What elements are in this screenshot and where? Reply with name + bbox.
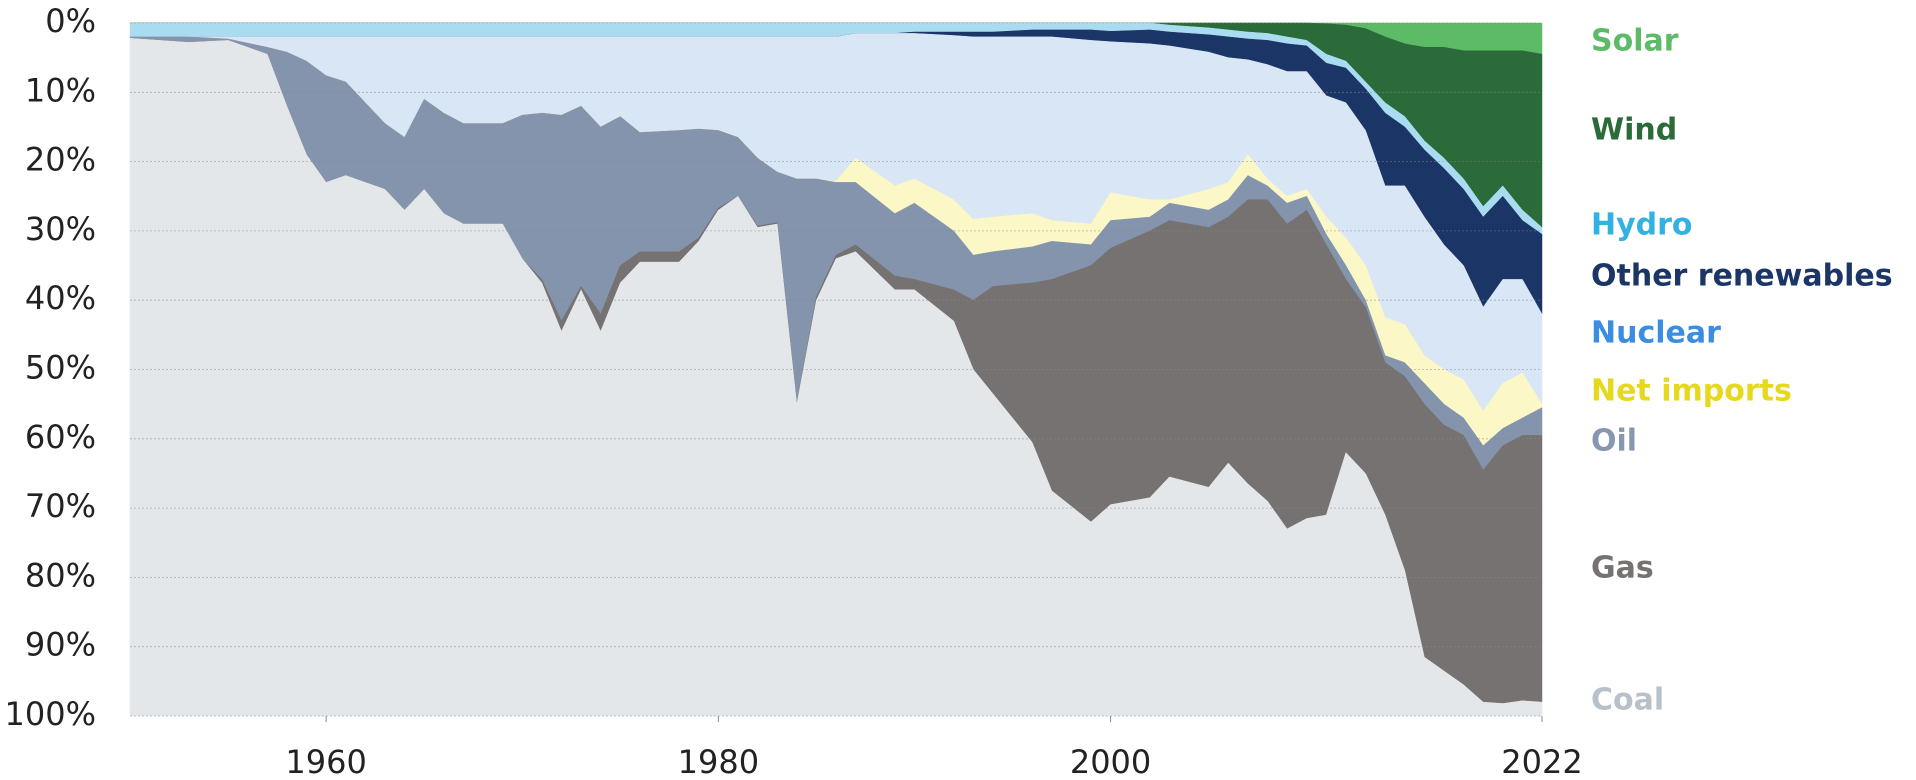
legend-label: Gas <box>1591 551 1654 586</box>
legend-label: Coal <box>1591 683 1664 718</box>
legend-label: Oil <box>1591 424 1637 459</box>
y-tick-label: 40% <box>25 279 96 317</box>
y-tick-label: 30% <box>25 210 96 248</box>
legend-label: Other renewables <box>1591 259 1893 294</box>
legend-label: Net imports <box>1591 374 1792 409</box>
legend-label: Nuclear <box>1591 316 1721 351</box>
y-tick-label: 70% <box>25 487 96 525</box>
y-tick-label: 10% <box>25 71 96 109</box>
x-tick-label: 2000 <box>1070 743 1151 780</box>
y-tick-label: 0% <box>45 2 96 40</box>
legend-label: Wind <box>1591 113 1677 148</box>
y-tick-label: 90% <box>25 626 96 664</box>
y-tick-label: 80% <box>25 556 96 594</box>
y-tick-label: 100% <box>5 695 96 733</box>
y-tick-label: 50% <box>25 349 96 387</box>
x-tick-label: 2022 <box>1501 743 1582 780</box>
x-tick-label: 1960 <box>285 743 366 780</box>
x-tick-label: 1980 <box>678 743 759 780</box>
y-tick-label: 20% <box>25 141 96 179</box>
y-tick-label: 60% <box>25 418 96 456</box>
legend-label: Hydro <box>1591 208 1693 243</box>
legend-label: Solar <box>1591 24 1679 59</box>
